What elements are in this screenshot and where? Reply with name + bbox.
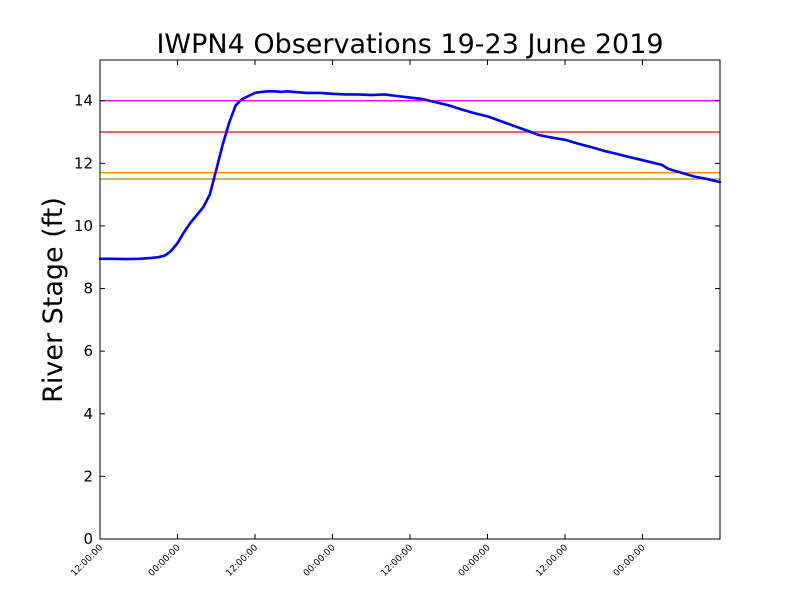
y-tick-label: 8 <box>83 280 93 298</box>
y-tick-label: 0 <box>83 530 93 548</box>
chart-title: IWPN4 Observations 19-23 June 2019 <box>156 29 663 60</box>
y-tick-label: 6 <box>83 342 93 360</box>
series-lines <box>98 90 722 261</box>
y-tick-label: 14 <box>74 92 93 110</box>
y-axis-label: River Stage (ft) <box>38 197 69 403</box>
y-tick-label: 12 <box>74 154 93 172</box>
y-tick-label: 2 <box>83 467 93 485</box>
y-tick-label: 10 <box>74 217 93 235</box>
series-line-0 <box>98 90 722 261</box>
threshold-lines <box>100 100 720 180</box>
y-tick-label: 4 <box>83 405 93 423</box>
y-axis: 0 2 4 6 8 10 12 14 <box>74 92 720 548</box>
